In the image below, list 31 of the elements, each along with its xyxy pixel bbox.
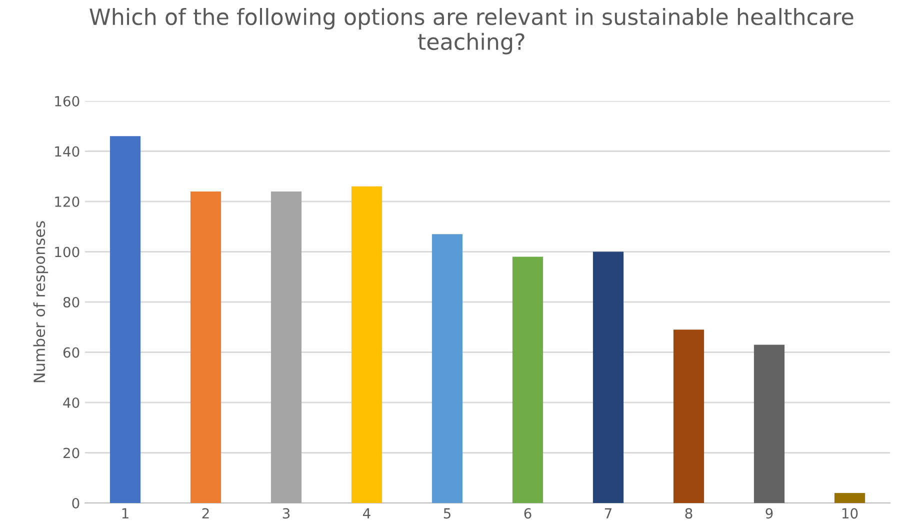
y-tick-label: 140 xyxy=(55,146,80,157)
bar xyxy=(432,234,463,503)
bar xyxy=(351,186,382,503)
x-tick-label: 1 xyxy=(122,508,128,518)
bar xyxy=(754,344,785,503)
y-tick-label: 160 xyxy=(55,96,80,106)
y-tick-label: 100 xyxy=(55,246,80,258)
x-tick-label: 9 xyxy=(766,508,773,519)
x-tick-label: 10 xyxy=(842,508,858,519)
bar xyxy=(512,256,544,503)
y-tick-label: 60 xyxy=(63,347,80,358)
y-tick-label: 120 xyxy=(55,196,80,207)
bar xyxy=(190,191,222,503)
y-tick-label: 40 xyxy=(63,397,80,408)
y-tick-label: 80 xyxy=(63,296,80,308)
y-tick-label: 0 xyxy=(72,498,80,508)
bar xyxy=(592,252,624,503)
x-tick-label: 5 xyxy=(444,508,450,519)
y-axis-title: Number of responses xyxy=(33,221,48,382)
x-tick-label: 3 xyxy=(282,508,290,519)
x-tick-label: 2 xyxy=(202,508,209,518)
x-tick-label: 8 xyxy=(685,508,692,519)
bar xyxy=(270,191,302,503)
bar xyxy=(673,330,704,503)
x-tick-label: 7 xyxy=(604,508,612,518)
chart-title: Which of the following options are relevant in sustainable healthcare teaching? xyxy=(90,8,854,54)
x-tick-label: 4 xyxy=(363,508,370,518)
bar xyxy=(834,492,866,503)
bar xyxy=(110,136,141,503)
x-tick-label: 6 xyxy=(524,508,532,519)
y-tick-label: 20 xyxy=(63,448,80,458)
